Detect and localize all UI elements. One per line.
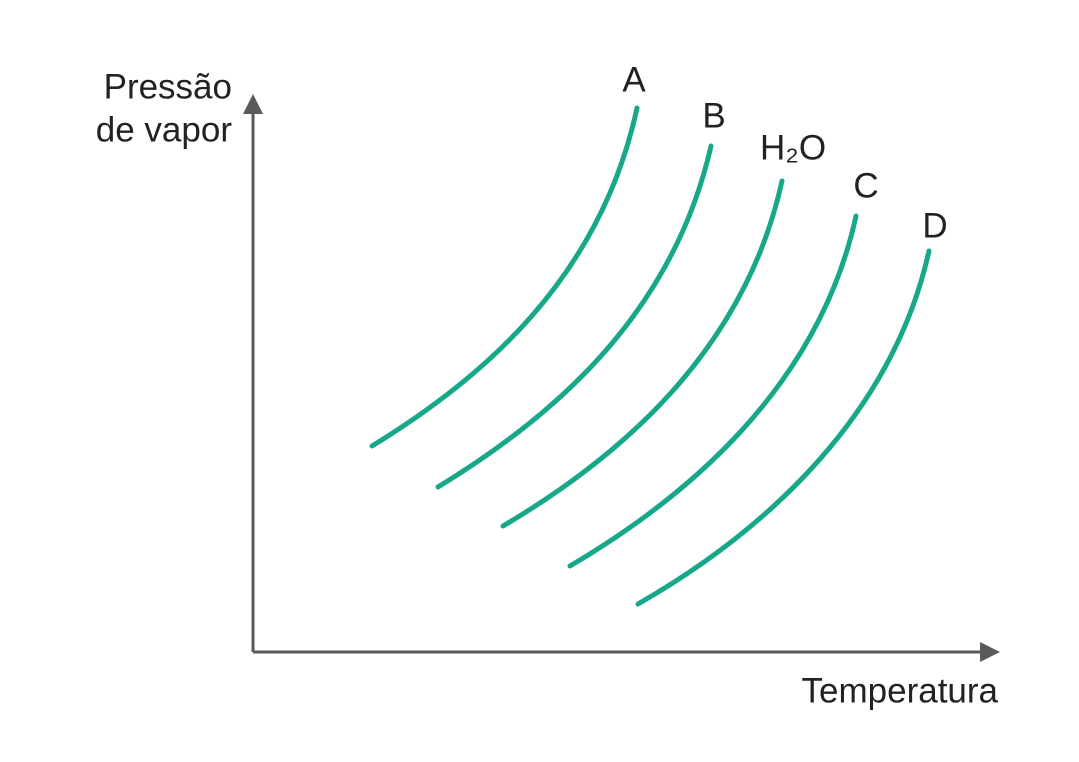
curve bbox=[500, 178, 785, 529]
y-axis-arrow bbox=[243, 94, 263, 114]
curve bbox=[369, 105, 640, 449]
y-axis-label: de vapor bbox=[96, 110, 233, 149]
curve bbox=[635, 248, 932, 607]
curve-label: B bbox=[702, 96, 725, 135]
curve-label: H₂O bbox=[760, 128, 826, 167]
x-axis-arrow bbox=[980, 642, 1000, 662]
curve-label: C bbox=[853, 166, 878, 205]
curve bbox=[567, 213, 859, 569]
x-axis-label: Temperatura bbox=[802, 671, 999, 710]
y-axis-label: Pressão bbox=[104, 67, 232, 106]
curve-label: D bbox=[922, 206, 947, 245]
curve-label: A bbox=[622, 60, 646, 99]
curve bbox=[435, 143, 714, 490]
